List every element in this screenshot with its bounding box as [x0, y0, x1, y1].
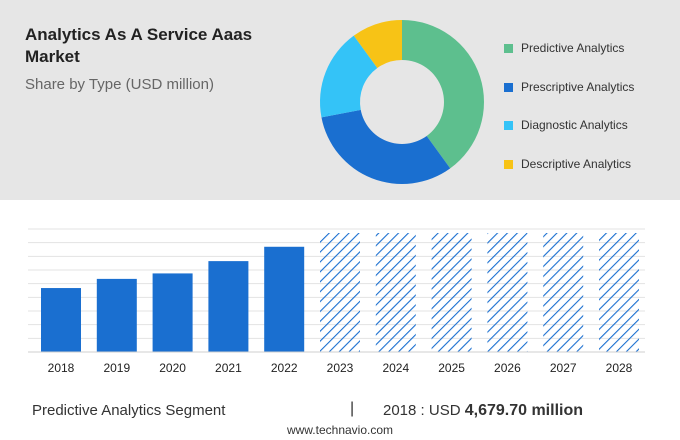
forecast-bar-2025 [431, 233, 472, 352]
legend-swatch [504, 121, 513, 130]
x-tick-label: 2025 [438, 361, 465, 375]
bar-2021 [208, 261, 249, 352]
forecast-bar-2023 [320, 233, 360, 352]
forecast-bar-2026 [487, 233, 528, 352]
bar-2022 [264, 246, 305, 352]
legend-label: Diagnostic Analytics [521, 118, 628, 132]
x-tick-label: 2023 [327, 361, 354, 375]
legend-label: Prescriptive Analytics [521, 79, 635, 94]
x-tick-label: 2027 [550, 361, 577, 375]
forecast-bar-2027 [543, 233, 584, 352]
x-tick-label: 2018 [48, 361, 75, 375]
footer-divider: | [350, 400, 355, 417]
donut-slice-prescriptive-analytics [321, 109, 451, 184]
bar-2019 [96, 278, 137, 352]
legend-label: Predictive Analytics [521, 41, 625, 55]
bar-2020 [152, 273, 193, 352]
legend-label: Descriptive Analytics [521, 156, 632, 171]
donut-chart [320, 20, 484, 184]
x-tick-label: 2021 [215, 361, 242, 375]
x-tick-label: 2020 [159, 361, 186, 375]
x-tick-label: 2022 [271, 361, 298, 375]
segment-label: Predictive Analytics Segment [32, 402, 226, 419]
legend-swatch [504, 159, 513, 169]
donut-slice-predictive-analytics [402, 20, 484, 169]
chart-title: Analytics As A Service Aaas Market [25, 25, 253, 66]
x-tick-label: 2024 [382, 361, 409, 375]
donut-slice-descriptive-analytics [353, 20, 402, 69]
x-tick-label: 2019 [103, 361, 130, 375]
segment-amount: 4,679.70 million [464, 402, 583, 419]
forecast-bar-2024 [375, 233, 416, 352]
forecast-bar-2028 [599, 233, 639, 352]
bar-chart: 2018 2019 2020 2021 2022 2023 2024 2025 2026 2027… [28, 228, 645, 375]
chart-subtitle: Share by Type (USD million) [25, 76, 214, 93]
legend-swatch [504, 82, 513, 92]
x-tick-label: 2028 [606, 361, 633, 375]
legend-swatch [504, 44, 513, 53]
source-link[interactable]: www.technavio.com [286, 423, 394, 437]
x-tick-label: 2026 [494, 361, 521, 375]
bar-2018 [41, 288, 81, 352]
donut-slice-diagnostic-analytics [320, 35, 378, 118]
segment-year: 2018 : USD [383, 402, 465, 419]
segment-value: 2018 : USD 4,679.70 million [383, 402, 583, 420]
